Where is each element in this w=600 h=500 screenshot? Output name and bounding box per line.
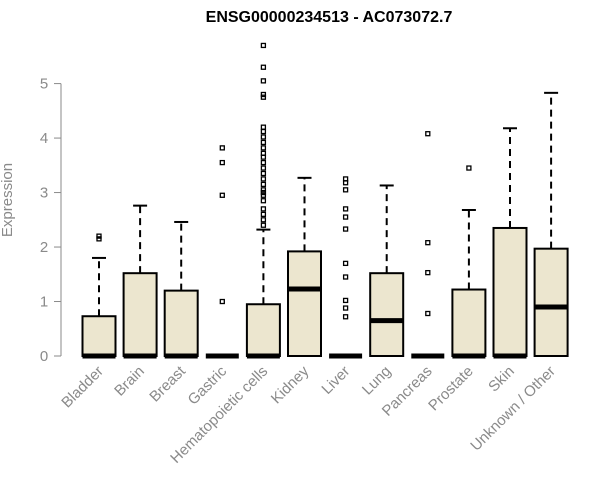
box-body	[451, 288, 487, 357]
outlier-point	[342, 176, 349, 182]
outlier-point	[260, 187, 267, 193]
x-tick-label: Bladder	[58, 363, 107, 412]
outlier-point	[260, 192, 267, 198]
y-tick-label: 3	[40, 185, 48, 202]
y-tick-label: 2	[40, 239, 48, 256]
box-body	[287, 250, 322, 357]
outlier-point	[342, 274, 349, 280]
box-kidney	[287, 176, 322, 357]
x-tick-label: Kidney	[268, 362, 313, 407]
box-breast	[163, 220, 199, 359]
outlier-point	[219, 145, 225, 151]
outlier-point	[260, 139, 267, 146]
outlier-point	[260, 145, 267, 151]
box-body	[492, 226, 528, 357]
x-tick-label: Liver	[318, 363, 353, 398]
outlier-point	[425, 310, 431, 317]
outlier-point	[466, 165, 472, 171]
outlier-point	[260, 64, 267, 70]
outlier-point	[342, 297, 349, 304]
outlier-point	[260, 78, 267, 84]
box-unknown-other	[533, 91, 569, 357]
x-tick-label: Lung	[359, 363, 395, 399]
y-tick-label: 1	[40, 294, 48, 311]
outlier-point	[219, 159, 225, 166]
box-gastric	[205, 145, 239, 359]
outlier-point	[342, 187, 349, 193]
outlier-point	[425, 240, 431, 246]
outlier-point	[342, 206, 349, 212]
box-body	[245, 303, 281, 358]
outlier-point	[260, 170, 267, 177]
outlier-point	[260, 159, 267, 166]
box-lung	[369, 184, 405, 358]
x-tick-label: Breast	[146, 362, 189, 405]
outlier-point	[260, 165, 267, 171]
box-liver	[329, 176, 363, 359]
outlier-point	[260, 124, 267, 130]
box-skin	[492, 127, 528, 359]
outlier-point	[260, 150, 267, 156]
x-tick-label: Brain	[111, 363, 148, 400]
box-prostate	[451, 165, 487, 359]
outlier-point	[342, 260, 349, 267]
outlier-point	[260, 206, 267, 212]
outlier-point	[260, 189, 267, 196]
box-body	[122, 272, 158, 358]
box-bladder	[81, 233, 117, 359]
y-tick-label: 0	[40, 348, 48, 365]
chart-title: ENSG00000234513 - AC073072.7	[206, 9, 453, 26]
box-series	[81, 42, 569, 359]
outlier-point	[260, 42, 267, 49]
y-axis-title: Expression	[0, 163, 16, 237]
box-body	[163, 289, 199, 358]
x-tick-label: Prostate	[425, 363, 477, 415]
x-tick-label: Skin	[485, 363, 518, 396]
outlier-point	[260, 217, 267, 223]
box-body	[81, 315, 117, 358]
y-axis: 0 1 2 3 4 5	[40, 76, 62, 365]
y-tick-label: 4	[40, 130, 48, 147]
box-body	[533, 247, 569, 357]
outlier-point	[260, 134, 267, 140]
outlier-point	[342, 314, 349, 320]
outlier-point	[342, 305, 349, 311]
box-brain	[122, 204, 158, 359]
outlier-point	[96, 236, 102, 242]
outlier-point	[260, 91, 267, 98]
y-tick-label: 5	[40, 76, 48, 93]
box-pancreas	[411, 131, 445, 359]
outlier-point	[260, 94, 267, 100]
outlier-point	[260, 211, 267, 217]
box-body	[369, 272, 405, 358]
outlier-point	[425, 131, 431, 137]
outlier-point	[260, 176, 267, 182]
outlier-point	[342, 214, 349, 220]
outlier-point	[219, 298, 225, 305]
outlier-point	[425, 269, 431, 276]
outlier-point	[219, 192, 225, 198]
outlier-point	[260, 128, 267, 135]
outlier-point	[260, 181, 267, 188]
box-hematopoietic-cells	[245, 42, 281, 359]
outlier-point	[342, 226, 349, 232]
outlier-point	[260, 222, 267, 228]
outlier-point	[260, 198, 267, 204]
outlier-point	[96, 233, 102, 239]
